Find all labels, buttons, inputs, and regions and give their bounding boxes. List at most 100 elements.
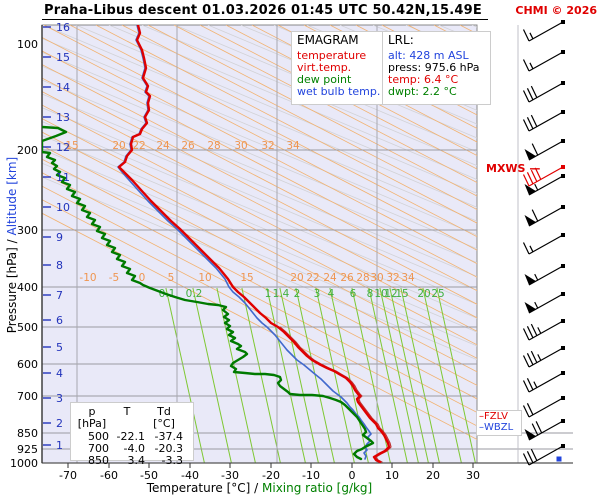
levels-table: p [hPa] T Td [°C] 500 -22.1 -37.4 700 -4.0 -2… <box>70 402 194 467</box>
dry-adiabat-line <box>42 148 477 333</box>
pressure-tick-label: 1000 <box>10 457 38 470</box>
wind-barb-feather <box>522 119 530 132</box>
altitude-tick-label: 15 <box>56 51 70 64</box>
table-cell: -22.1 <box>116 430 145 443</box>
pseudo-adiabat-line <box>95 25 477 224</box>
mixing_row-label: 10 <box>374 288 387 300</box>
x-axis-title: Temperature [°C] / Mixing ratio [g/kg] <box>42 481 477 495</box>
dry-adiabat-line <box>471 25 477 28</box>
axis-ticks: 1002003004005006007008509251000161514131… <box>10 21 480 482</box>
wind-barb-half-feather <box>537 354 542 361</box>
wind-barb-staff <box>528 347 564 368</box>
dew-point-curve <box>42 125 375 461</box>
wind-barb-staff <box>528 206 564 227</box>
table-cell: -37.4 <box>154 430 183 443</box>
dry-adiabat-line <box>42 135 477 319</box>
sounding-curves <box>42 25 392 463</box>
altitude-tick-label: 1 <box>56 439 63 452</box>
mixing-ratio-line <box>279 287 319 463</box>
temperature-tick-label: -40 <box>181 469 199 482</box>
temperature-tick-label: -50 <box>140 469 158 482</box>
wind-barb <box>524 419 565 441</box>
mixing_row-label: 1.4 <box>273 288 290 300</box>
pressure-tick-label: 200 <box>17 144 38 157</box>
wind-barb <box>524 264 565 286</box>
wind-barb <box>524 292 565 314</box>
wind-barb-half-feather <box>533 381 538 388</box>
x-axis-title-mixing-ratio: Mixing ratio [g/kg] <box>262 481 373 495</box>
lrl-dewpoint: dwpt: 2.2 °C <box>388 85 457 98</box>
wind-barb-feather <box>522 174 530 187</box>
wind-barb-staff <box>528 265 564 286</box>
mixing-ratio-line <box>266 287 306 463</box>
wind-barb-feather <box>522 242 530 255</box>
pressure-tick-label: 500 <box>17 321 38 334</box>
x-axis-title-temperature: Temperature [°C] / <box>146 481 262 495</box>
wind-barb-pennant <box>524 149 536 160</box>
adiabat_row_200-label: 15 <box>65 140 78 152</box>
altitude-tick-label: 16 <box>56 21 70 34</box>
pseudo-adiabat-line <box>42 212 477 440</box>
altitude-tick-label: 9 <box>56 231 63 244</box>
wind-barb-feather <box>522 90 530 103</box>
lrl-info-box: LRL: alt: 428 m ASL press: 975.6 hPa tem… <box>382 31 491 105</box>
lrl-heading: LRL: <box>388 33 414 47</box>
levels-table-header: p [hPa] T Td [°C] <box>75 406 189 430</box>
wind-barb-half-feather <box>537 327 542 334</box>
mixing_row-label: 4 <box>328 288 335 300</box>
table-cell: -20.3 <box>154 442 183 455</box>
mixing-ratio-line <box>295 287 335 463</box>
wind-barb-half-feather <box>529 245 534 253</box>
wind-barb <box>522 396 565 418</box>
mixing_row-label: 15 <box>395 288 408 300</box>
col-dewpoint: Td [°C] <box>153 405 175 430</box>
wind-barb-half-feather <box>534 301 539 309</box>
altitude-tick-label: 3 <box>56 392 63 405</box>
mixing_row-label: 12 <box>384 288 397 300</box>
legend-item-virt-temp: virt.temp. <box>297 61 352 74</box>
wind-barb-feather <box>526 117 534 130</box>
pseudo-adiabat-line <box>121 25 477 211</box>
altitude-tick-label: 8 <box>56 259 63 272</box>
pseudo-adiabat-line <box>42 145 477 373</box>
altitude-tick-label: 11 <box>56 171 70 184</box>
wind-barb <box>522 110 565 132</box>
page-title: Praha-Libus descent 01.03.2026 01:45 UTC… <box>42 3 488 20</box>
adiabat_row_400-label: 28 <box>356 272 369 284</box>
wind-barb-pennant <box>524 184 536 195</box>
dry-adiabat-line <box>42 176 477 361</box>
adiabat_row_400-label: 26 <box>340 272 354 284</box>
pseudo-adiabat-line <box>42 158 477 386</box>
wind-barb-staff <box>528 234 564 255</box>
wind-barb-feather <box>526 326 534 339</box>
legend-item-temperature: temperature <box>297 49 367 62</box>
temperature-tick-label: -10 <box>302 469 320 482</box>
pressure-tick-label: 925 <box>17 443 38 456</box>
wind-barb-half-feather <box>534 183 539 191</box>
wind-barb <box>522 165 565 187</box>
wind-barb-staff <box>528 372 564 393</box>
wind-barb-feather <box>530 350 538 363</box>
wind-barb-feather <box>522 59 530 72</box>
pseudo-adiabat-line <box>69 25 477 238</box>
adiabat_row_400-label: 15 <box>240 272 253 284</box>
copyright-label: CHMI © 2026 <box>515 4 597 17</box>
wind-barb-staff <box>528 111 564 132</box>
wind-barb-staff <box>528 293 564 314</box>
mixing-ratio-line <box>368 287 408 463</box>
adiabat_row_400-label: 32 <box>386 272 399 284</box>
mixing_row-label: 2 <box>294 288 301 300</box>
pseudo-adiabat-line <box>42 77 477 305</box>
wind-barb-column <box>522 20 565 466</box>
wind-barb <box>522 20 565 42</box>
mixing-ratio-line <box>422 287 462 463</box>
temperature-tick-label: -20 <box>262 469 280 482</box>
mixing_row-label: 8 <box>367 288 374 300</box>
mixing-ratio-line <box>241 287 281 463</box>
altitude-tick-label: 4 <box>56 367 63 380</box>
wind-barb-staff <box>528 82 564 103</box>
mixing_row-label: 1 <box>265 288 272 300</box>
temperature-tick-label: -70 <box>59 469 77 482</box>
adiabat_row_200-label: 26 <box>181 140 195 152</box>
